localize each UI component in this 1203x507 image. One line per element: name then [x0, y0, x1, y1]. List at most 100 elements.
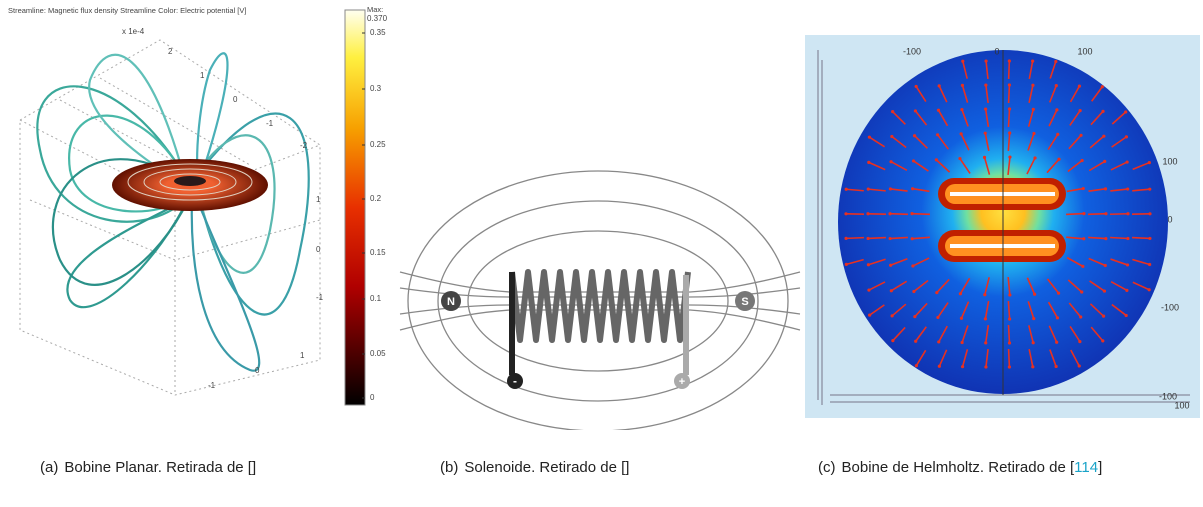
arrow-head	[866, 237, 869, 240]
arrow-head	[914, 340, 917, 343]
arrow-head	[1032, 132, 1035, 135]
arrow-head	[1104, 187, 1107, 190]
arrow-head	[1101, 110, 1104, 113]
arrow-head	[844, 212, 847, 215]
arrow	[890, 214, 908, 215]
arrow-head	[1008, 107, 1011, 110]
label: S	[741, 296, 748, 308]
caption-text: Bobine Planar. Retirada de []	[64, 459, 256, 476]
arrow-head	[912, 290, 915, 293]
arrow-head	[911, 264, 914, 267]
arrow-head	[1102, 315, 1105, 318]
label: -1	[266, 119, 274, 128]
arrow	[1008, 109, 1009, 127]
arrow-head	[960, 132, 963, 135]
label: 0.3	[370, 84, 382, 93]
caption-c: (c)Bobine de Helmholtz. Retirado de [114…	[818, 456, 1188, 479]
arrow-head	[889, 237, 892, 240]
label: 1	[300, 351, 305, 360]
arrow-head	[961, 84, 964, 87]
arrow-head	[891, 110, 894, 113]
label: 0.370	[367, 14, 388, 23]
label: 0	[255, 366, 260, 375]
arrow-head	[844, 237, 847, 240]
caption-label: (a)	[40, 459, 58, 476]
arrow-head	[1079, 315, 1082, 318]
label: 0	[994, 46, 999, 56]
arrow-head	[1082, 237, 1085, 240]
arrow-head	[1008, 341, 1011, 344]
arrow-head	[1057, 291, 1060, 294]
citation-link[interactable]: 114	[1074, 459, 1098, 476]
caption-text: ]	[1098, 459, 1102, 476]
arrow-head	[1079, 134, 1082, 137]
arrow-head	[1148, 188, 1151, 191]
caption-label: (b)	[440, 459, 458, 476]
label: 0.15	[370, 248, 386, 257]
arrow-head	[1008, 317, 1011, 320]
label: 2	[168, 47, 173, 56]
label: 0.1	[370, 294, 382, 303]
arrow-head	[889, 160, 892, 163]
caption-b: (b) Solenoide. Retirado de []	[440, 456, 780, 479]
arrow	[1110, 238, 1128, 239]
coil-center	[174, 176, 206, 186]
figure-images: Streamline: Magnetic flux density Stream…	[0, 0, 1203, 430]
arrow-head	[1031, 60, 1034, 63]
arrow-head	[914, 109, 917, 112]
arrow-head	[984, 59, 987, 62]
arrow-head	[1125, 289, 1128, 292]
caption-a: (a) Bobine Planar. Retirada de []	[40, 456, 380, 479]
colorbar	[345, 10, 365, 405]
arrow-head	[1078, 340, 1081, 343]
arrow-head	[1056, 316, 1059, 319]
label: 1	[316, 195, 321, 204]
solenoid-coil	[512, 272, 688, 340]
arrow-head	[867, 188, 870, 191]
arrow-head	[915, 364, 918, 367]
arrow-head	[911, 187, 914, 190]
caption-text: Solenoide. Retirado de []	[464, 459, 629, 476]
arrow-head	[915, 85, 918, 88]
arrow-head	[961, 60, 964, 63]
arrow-head	[983, 293, 986, 296]
arrow-head	[984, 365, 987, 368]
arrow-head	[960, 317, 963, 320]
arrow-head	[1125, 314, 1128, 317]
arrow-head	[1148, 212, 1151, 215]
arrow-head	[1057, 158, 1060, 161]
arrow-head	[1102, 135, 1105, 138]
arrow-head	[960, 108, 963, 111]
arrow-head	[1055, 84, 1058, 87]
arrow-head	[888, 212, 891, 215]
arrow-head	[866, 212, 869, 215]
caption-text: Bobine de Helmholtz. Retirado de [	[842, 459, 1075, 476]
arrow	[890, 237, 908, 238]
label: 100	[1162, 156, 1177, 166]
arrow-head	[961, 341, 964, 344]
arrow-head	[984, 341, 987, 344]
label: N	[447, 296, 455, 308]
arrow-head	[1148, 237, 1151, 240]
arrow-head	[1081, 265, 1084, 268]
arrow-head	[1126, 237, 1129, 240]
arrow-head	[1008, 155, 1011, 158]
arrow-head	[1082, 187, 1085, 190]
arrow-head	[891, 314, 894, 317]
arrow-head	[868, 136, 871, 139]
arrow-head	[890, 135, 893, 138]
arrow-head	[1126, 187, 1129, 190]
arrow	[1132, 238, 1150, 239]
arrow-head	[1126, 160, 1129, 163]
arrow-head	[891, 339, 894, 342]
arrow-head	[845, 188, 848, 191]
arrow	[1009, 85, 1010, 103]
arrow-head	[937, 340, 940, 343]
arrow-head	[1008, 293, 1011, 296]
label: x 1e-4	[122, 27, 145, 36]
arrow-head	[1124, 110, 1127, 113]
arrow-head	[938, 84, 941, 87]
arrow-head	[1008, 131, 1011, 134]
arrow-head	[983, 156, 986, 159]
arrow-head	[984, 132, 987, 135]
